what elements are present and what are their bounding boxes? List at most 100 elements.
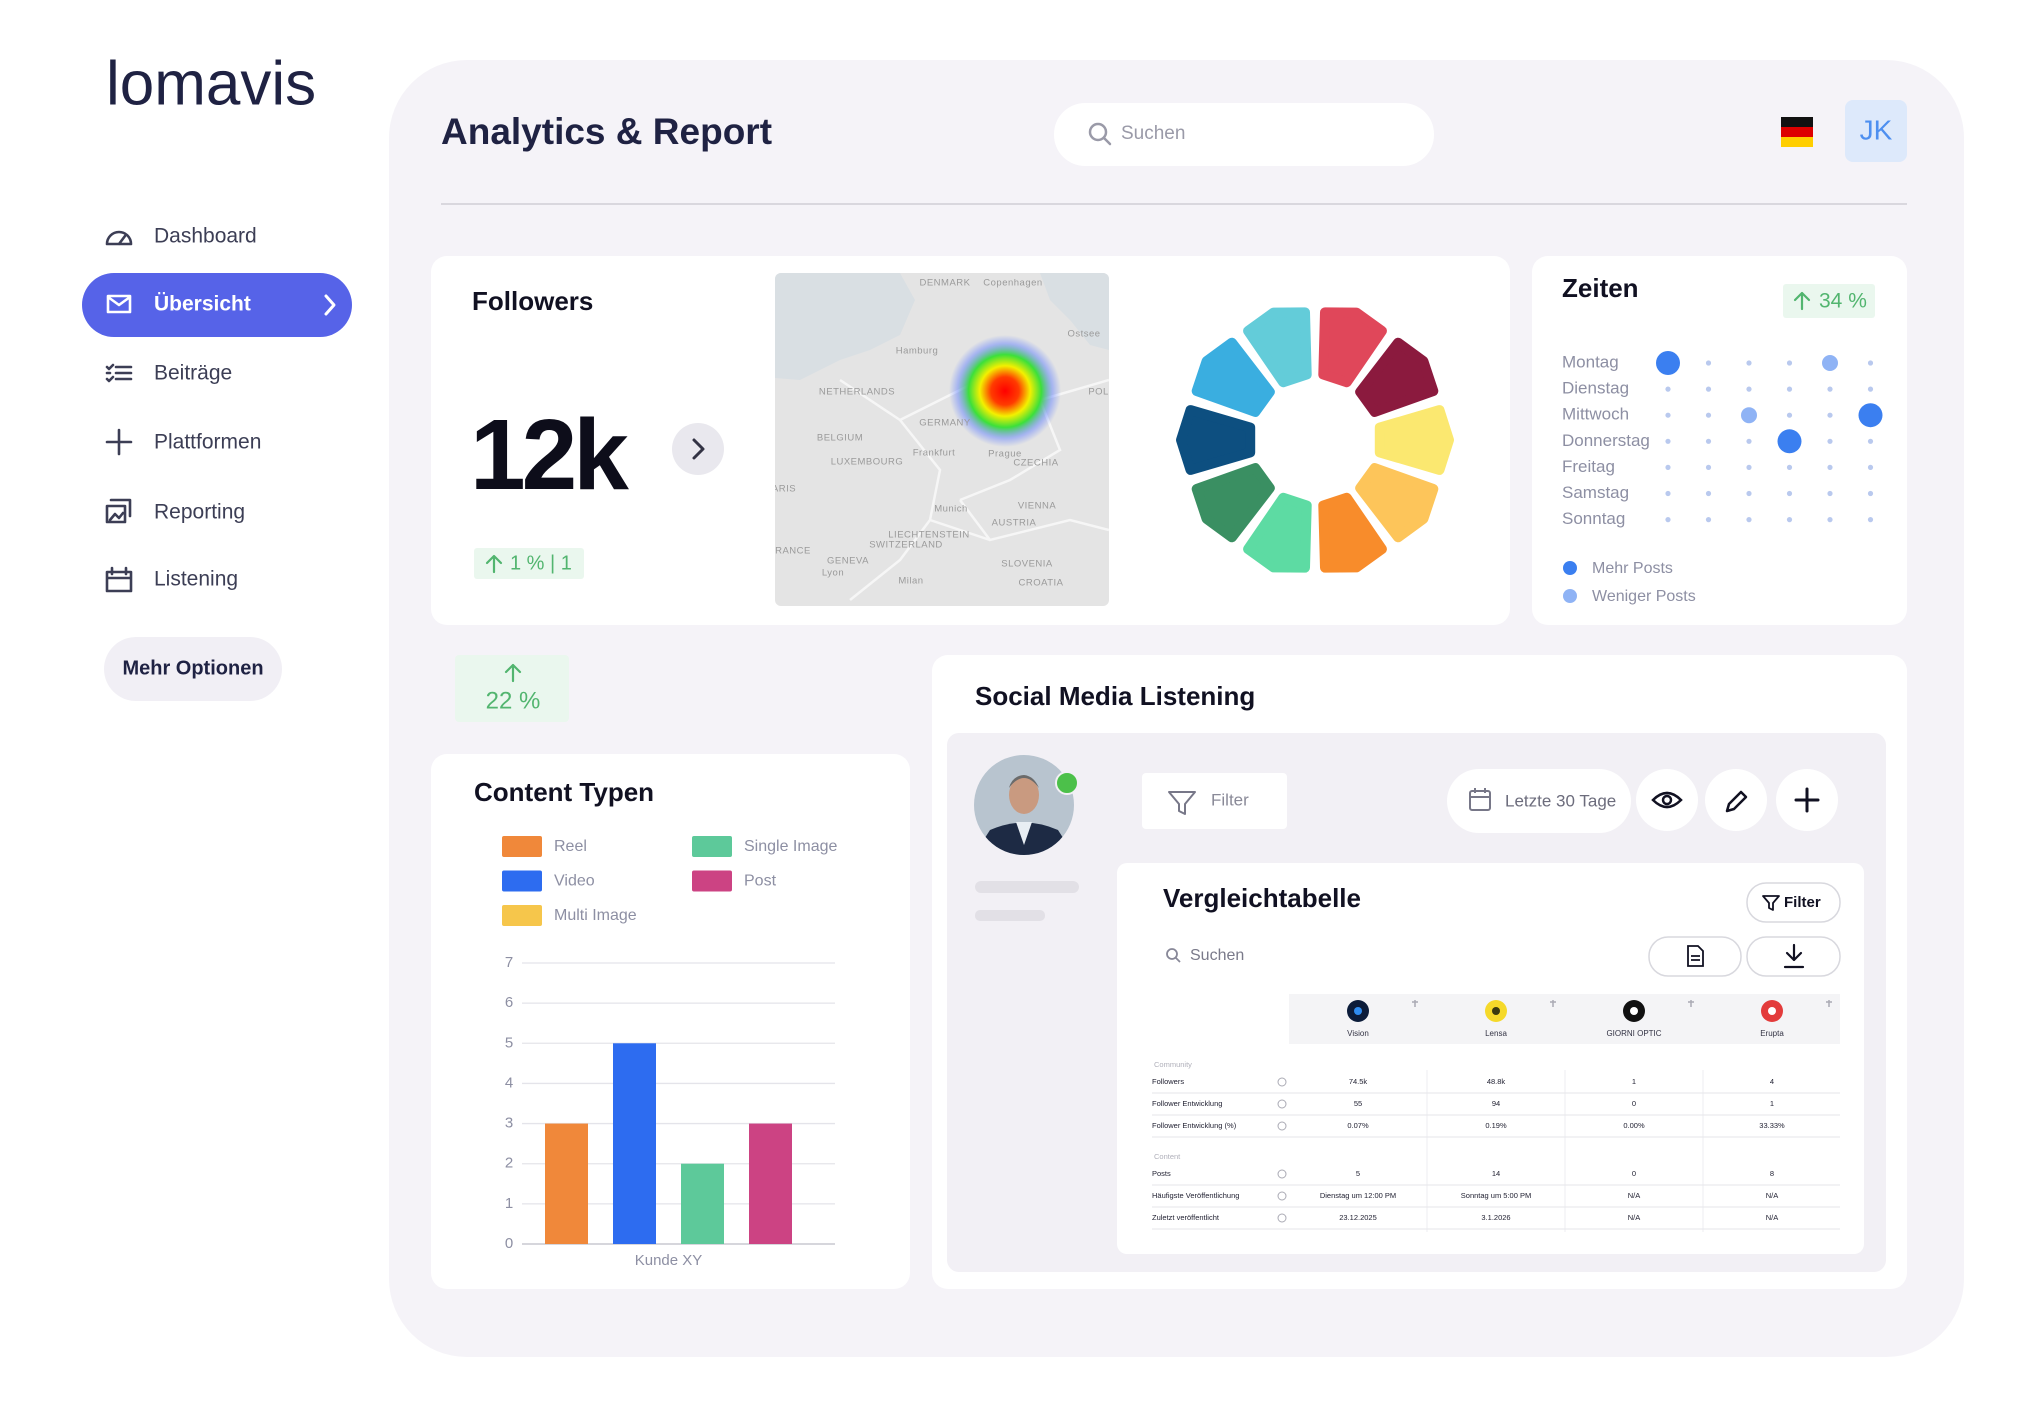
- change-badge: [474, 548, 584, 579]
- card-title: Vergleichtabelle: [1163, 883, 1361, 913]
- activity-dot: [1827, 490, 1833, 497]
- edit-button[interactable]: [1705, 769, 1767, 831]
- flag-stripe: [1781, 117, 1813, 127]
- nav-icon: [105, 230, 133, 246]
- y-tick-label: 4: [505, 1074, 513, 1091]
- y-tick-label: 6: [505, 994, 513, 1011]
- logo[interactable]: lomavis: [106, 49, 316, 118]
- legend-dot: [1563, 589, 1577, 603]
- change-label: 1 % | 1: [510, 552, 572, 574]
- filter-label[interactable]: Filter: [1211, 790, 1249, 809]
- followers-value: 12k: [470, 399, 629, 511]
- activity-dot: [1746, 438, 1752, 444]
- active-nav-bg: [82, 273, 352, 337]
- icon-part: [1469, 790, 1491, 811]
- legend-swatch: [692, 870, 732, 892]
- column-header: Erupta: [1760, 1029, 1784, 1038]
- change-label: 22 %: [486, 687, 541, 714]
- more-options-label[interactable]: Mehr Optionen: [122, 657, 263, 679]
- section-title: Community: [1154, 1060, 1192, 1069]
- map: DENMARK Copenhagen Hamburg NETHERLANDS GERMA…: [775, 273, 1109, 606]
- card-title: Zeiten: [1562, 273, 1639, 303]
- activity-dot: [1827, 438, 1833, 444]
- nav-item[interactable]: Reporting: [154, 501, 245, 524]
- nav-item[interactable]: Übersicht: [154, 293, 251, 316]
- cell-value: 0: [1632, 1169, 1636, 1178]
- activity-dot: [1705, 490, 1712, 497]
- legend-swatch: [502, 836, 542, 857]
- day-label: Samstag: [1562, 483, 1629, 502]
- brand-logo-inner: [1768, 1007, 1776, 1015]
- avatar-initials[interactable]: JK: [1860, 114, 1893, 145]
- map-label: Copenhagen: [983, 278, 1042, 289]
- row-label: Follower Entwicklung (%): [1152, 1121, 1237, 1130]
- info-icon: [1277, 1169, 1287, 1179]
- y-tick-label: 7: [505, 954, 513, 971]
- brand-logo-inner: [1492, 1007, 1500, 1015]
- nav-item[interactable]: Dashboard: [154, 225, 257, 248]
- nav-item[interactable]: Listening: [154, 568, 238, 591]
- info-icon: [1277, 1121, 1287, 1131]
- map-label: RANCE: [775, 546, 811, 557]
- bar: [545, 1123, 588, 1244]
- avatar-box[interactable]: [1845, 100, 1907, 162]
- day-label: Dienstag: [1562, 379, 1629, 398]
- legend-dot: [1563, 561, 1577, 575]
- cell-value: 0: [1632, 1099, 1636, 1108]
- cell-value: 0.07%: [1347, 1121, 1369, 1130]
- map-label: Lyon: [822, 568, 844, 579]
- map-label: Munich: [934, 504, 968, 515]
- download-icon: [1783, 943, 1805, 969]
- more-options-button[interactable]: [104, 637, 282, 701]
- photo-hair: [1009, 775, 1039, 788]
- wheel-segment: [1318, 492, 1387, 573]
- legend-label: Multi Image: [554, 907, 637, 924]
- legend-label: Reel: [554, 838, 587, 855]
- wheel-segment: [1243, 307, 1312, 388]
- search-box[interactable]: [1054, 103, 1434, 166]
- cell-value: 3.1.2026: [1481, 1213, 1510, 1222]
- filter-button[interactable]: [1142, 773, 1287, 829]
- online-indicator: [1055, 771, 1079, 795]
- activity-dot: [1827, 412, 1833, 418]
- next-button[interactable]: [672, 423, 724, 475]
- search-placeholder[interactable]: Suchen: [1121, 123, 1185, 144]
- activity-dot: [1822, 355, 1838, 371]
- page-title: Analytics & Report: [441, 111, 772, 152]
- card-title: Social Media Listening: [975, 681, 1255, 711]
- activity-dot: [1741, 407, 1757, 424]
- cell-value: 1: [1770, 1099, 1774, 1108]
- map-label: VIENNA: [1018, 501, 1057, 512]
- search-placeholder[interactable]: Suchen: [1190, 947, 1244, 964]
- eye-icon: [1651, 791, 1683, 809]
- map-label: GERMANY: [919, 418, 971, 429]
- search-icon: [1102, 136, 1112, 146]
- map-label: CROATIA: [1018, 578, 1063, 589]
- change-badge: [1783, 284, 1875, 318]
- map-label: Frankfurt: [913, 448, 956, 459]
- photo-face: [1009, 776, 1039, 814]
- view-button[interactable]: [1636, 769, 1698, 831]
- map-label: CZECHIA: [1013, 458, 1058, 469]
- pencil-icon: [1725, 790, 1748, 813]
- legend-swatch: [502, 870, 542, 892]
- filter-label[interactable]: Filter: [1784, 894, 1821, 911]
- cell-value: N/A: [1766, 1213, 1779, 1222]
- nav-item[interactable]: Beiträge: [154, 362, 232, 385]
- cell-value: N/A: [1766, 1191, 1779, 1200]
- map-label: LUXEMBOURG: [831, 457, 904, 468]
- map-label: DENMARK: [919, 278, 970, 289]
- legend-label: Single Image: [744, 838, 837, 855]
- map-label: SLOVENIA: [1001, 559, 1053, 570]
- period-label[interactable]: Letzte 30 Tage: [1505, 791, 1616, 810]
- y-tick-label: 3: [505, 1115, 513, 1132]
- column-header: GIORNI OPTIC: [1606, 1029, 1661, 1038]
- flag-stripe: [1781, 137, 1813, 147]
- map-water: [775, 273, 915, 380]
- period-selector[interactable]: [1447, 769, 1631, 833]
- filter-button[interactable]: [1746, 882, 1841, 923]
- flag-de[interactable]: [1781, 117, 1813, 147]
- cell-value: 0.00%: [1623, 1121, 1645, 1130]
- nav-item[interactable]: Plattformen: [154, 431, 261, 454]
